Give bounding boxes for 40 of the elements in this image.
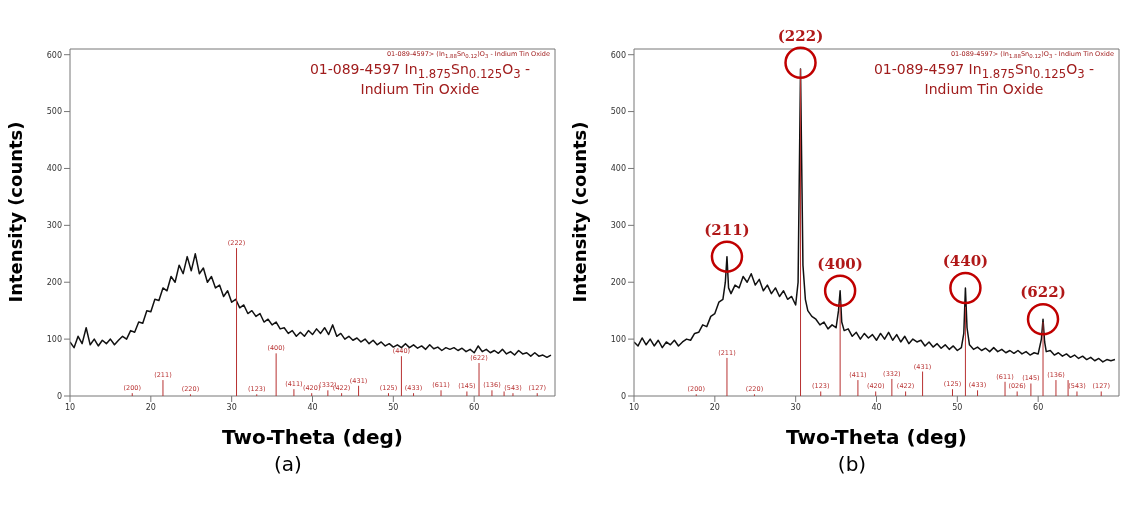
x-tick-label: 20 — [709, 402, 720, 412]
y-tick-label: 300 — [610, 221, 626, 231]
x-axis-title: Two-Theta (deg) — [786, 425, 967, 449]
annotation: (211) — [704, 220, 750, 239]
y-tick-label: 400 — [46, 164, 62, 174]
annotation: (622) — [1020, 283, 1066, 302]
x-tick-label: 10 — [64, 402, 76, 412]
x-tick-label: 60 — [469, 402, 480, 412]
x-tick-label: 20 — [145, 402, 156, 412]
y-tick-label: 0 — [56, 391, 62, 401]
y-tick-label: 500 — [46, 107, 62, 117]
x-tick-label: 30 — [226, 402, 237, 412]
y-tick-label: 200 — [46, 278, 62, 288]
y-tick-label: 600 — [610, 50, 626, 60]
x-tick-label: 60 — [1033, 402, 1044, 412]
x-tick-label: 40 — [871, 402, 882, 412]
x-tick-label: 30 — [790, 402, 801, 412]
text: 01-089-4597 In$_{1.875}$Sn$_{0.125}$O$_{3}$ - Indium Tin Oxide — [873, 61, 1095, 98]
text: (b) — [836, 452, 868, 476]
y-tick-label: 100 — [610, 334, 626, 344]
annotation: (222) — [777, 26, 824, 45]
y-tick-label: 300 — [46, 221, 62, 231]
x-axis-title: Two-Theta (deg) — [222, 425, 403, 449]
y-tick-label: 200 — [610, 278, 626, 288]
y-tick-label: 400 — [610, 164, 626, 174]
line-series — [70, 253, 552, 359]
x-tick-label: 50 — [952, 402, 963, 412]
y-tick-label: 600 — [46, 50, 62, 60]
annotation: (400) — [817, 254, 863, 273]
y-axis-title: Intensity (counts) — [569, 121, 591, 303]
y-tick-label: 0 — [620, 391, 626, 401]
text: (a) — [273, 452, 303, 476]
text: 01-089-4597 In$_{1.875}$Sn$_{0.125}$O$_{3}$ - Indium Tin Oxide — [309, 61, 531, 98]
y-axis-title: Intensity (counts) — [5, 121, 27, 303]
y-tick-label: 500 — [610, 107, 626, 117]
x-tick-label: 10 — [628, 402, 640, 412]
annotation: (440) — [942, 251, 989, 270]
x-tick-label: 50 — [388, 402, 399, 412]
y-tick-label: 100 — [46, 334, 62, 344]
x-tick-label: 40 — [307, 402, 318, 412]
